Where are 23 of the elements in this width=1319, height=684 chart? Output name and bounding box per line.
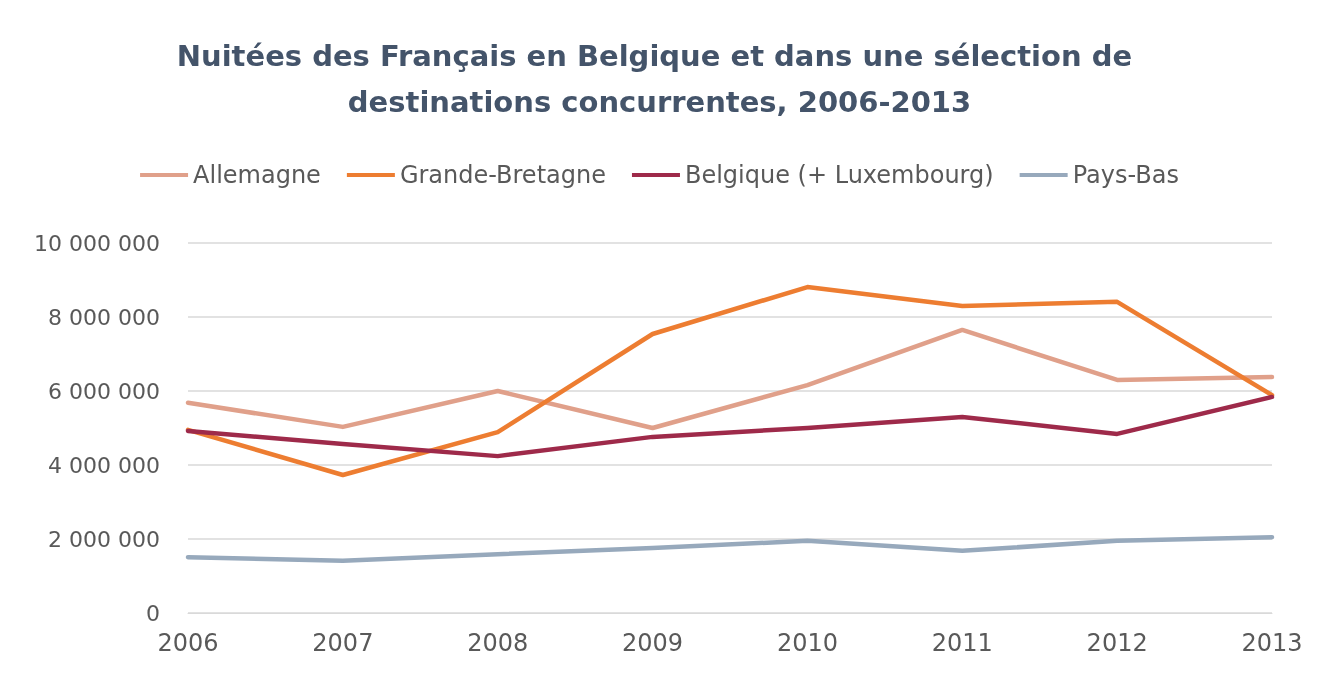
y-tick-label: 2 000 000: [48, 526, 160, 552]
y-tick-label: 6 000 000: [48, 378, 160, 404]
x-tick-label: 2007: [312, 629, 374, 657]
x-tick-label: 2006: [157, 629, 219, 657]
x-tick-label: 2013: [1241, 629, 1303, 657]
x-tick-label: 2010: [776, 629, 838, 657]
line-series: [185, 394, 1275, 459]
x-tick-label: 2011: [931, 629, 993, 657]
legend-label: Pays-Bas: [1072, 161, 1179, 189]
y-tick-label: 0: [146, 600, 160, 626]
y-tick-label: 4 000 000: [48, 452, 160, 478]
x-tick-label: 2009: [622, 629, 684, 657]
x-tick-label: 2012: [1086, 629, 1148, 657]
line-series: [185, 284, 1275, 478]
legend-label: Belgique (+ Luxembourg): [684, 161, 994, 189]
y-tick-label: 10 000 000: [34, 230, 160, 256]
legend-label: Allemagne: [193, 161, 321, 189]
line-series: [185, 534, 1275, 564]
x-tick-label: 2008: [467, 629, 529, 657]
y-tick-label: 8 000 000: [48, 304, 160, 330]
chart-title: Nuitées des Français en Belgique et dans une sélection de destinations concurrentes, 2006-2013: [176, 39, 1143, 119]
legend-label: Grande-Bretagne: [399, 161, 606, 189]
line-series: [185, 327, 1275, 431]
